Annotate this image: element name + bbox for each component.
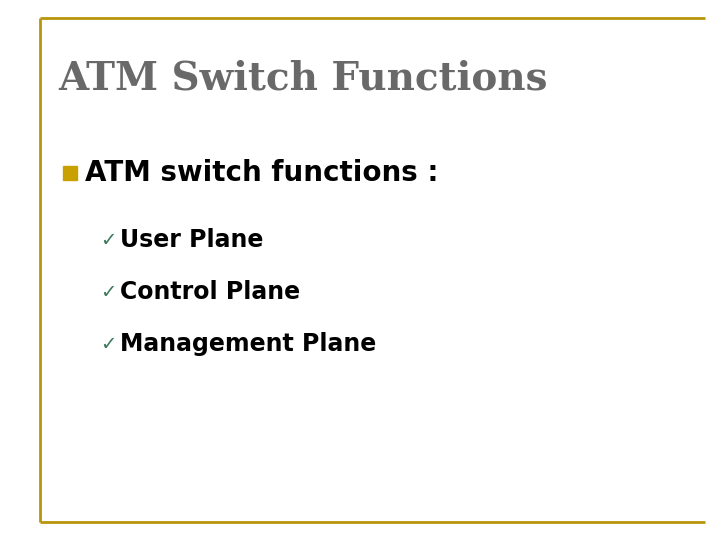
Text: ✓: ✓ xyxy=(100,334,117,354)
Text: ✓: ✓ xyxy=(100,282,117,301)
Text: ATM Switch Functions: ATM Switch Functions xyxy=(58,60,547,98)
Text: Management Plane: Management Plane xyxy=(120,332,377,356)
Text: User Plane: User Plane xyxy=(120,228,264,252)
Text: ATM switch functions :: ATM switch functions : xyxy=(85,159,438,187)
Text: ✓: ✓ xyxy=(100,231,117,249)
FancyBboxPatch shape xyxy=(63,166,77,180)
Text: Control Plane: Control Plane xyxy=(120,280,300,304)
